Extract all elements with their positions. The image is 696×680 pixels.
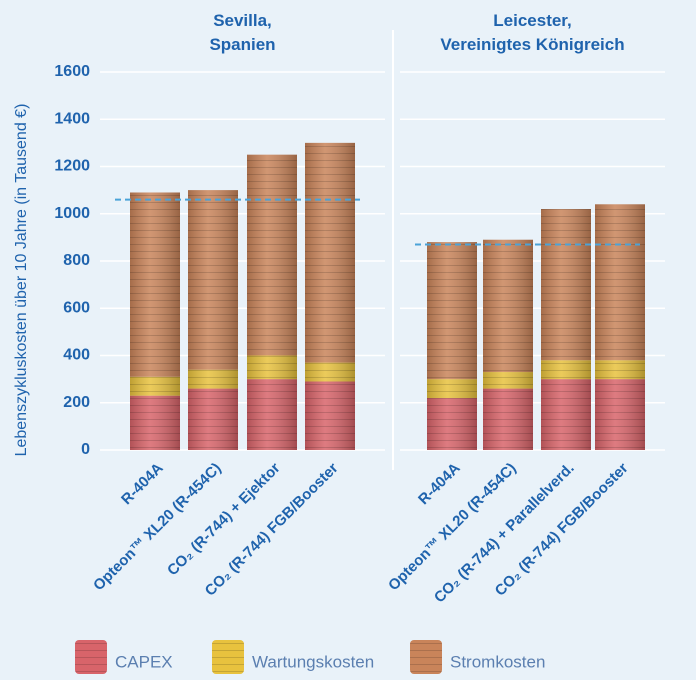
- bar-texture: [541, 379, 591, 450]
- y-tick-label: 1000: [54, 205, 90, 222]
- panel-title-line: Vereinigtes Königreich: [440, 35, 624, 54]
- coin-segment: [595, 204, 645, 360]
- y-tick-label: 200: [63, 394, 90, 411]
- y-tick-label: 1200: [54, 158, 90, 175]
- coin-segment: [188, 190, 238, 370]
- y-tick-label: 800: [63, 252, 90, 269]
- bar-texture: [427, 242, 477, 379]
- legend-swatch-texture: [410, 640, 442, 674]
- y-axis-label: Lebenszykluskosten über 10 Jahre (in Tau…: [13, 104, 30, 457]
- y-tick-label: 0: [81, 441, 90, 458]
- coin-segment: [305, 363, 355, 382]
- bar-texture: [483, 389, 533, 450]
- bar-texture: [541, 209, 591, 360]
- coin-segment: [427, 242, 477, 379]
- bar-texture: [188, 370, 238, 389]
- coin-segment: [188, 389, 238, 450]
- bar-texture: [247, 155, 297, 356]
- coin-segment: [595, 379, 645, 450]
- y-tick-label: 1600: [54, 63, 90, 80]
- coin-segment: [595, 360, 645, 379]
- coin-segment: [541, 360, 591, 379]
- legend-label: Stromkosten: [450, 652, 545, 671]
- chart: 0 200 400 600 800 1000 1200 1400 1600 Lebenszyklu…: [0, 0, 696, 680]
- coin-segment: [247, 379, 297, 450]
- bar-texture: [188, 389, 238, 450]
- panel-title-line: Sevilla,: [213, 11, 272, 30]
- y-tick-label: 400: [63, 347, 90, 364]
- bar-texture: [483, 240, 533, 372]
- bar-texture: [130, 396, 180, 450]
- coin-segment: [427, 379, 477, 398]
- coin-segment: [483, 240, 533, 372]
- bar-texture: [305, 381, 355, 450]
- legend-label: Wartungskosten: [252, 652, 374, 671]
- bar-texture: [595, 360, 645, 379]
- coin-segment: [427, 398, 477, 450]
- bar-texture: [247, 356, 297, 380]
- coin-segment: [188, 370, 238, 389]
- bar-texture: [541, 360, 591, 379]
- y-tick-label: 1400: [54, 110, 90, 127]
- bar-texture: [483, 372, 533, 389]
- bar-texture: [427, 379, 477, 398]
- coin-segment: [247, 356, 297, 380]
- coin-segment: [305, 381, 355, 450]
- panel-title-line: Spanien: [209, 35, 275, 54]
- coin-segment: [305, 143, 355, 363]
- bar-texture: [188, 190, 238, 370]
- coin-segment: [483, 372, 533, 389]
- coin-segment: [247, 155, 297, 356]
- legend-label: CAPEX: [115, 652, 173, 671]
- coin-segment: [130, 396, 180, 450]
- y-tick-label: 600: [63, 299, 90, 316]
- coin-segment: [483, 389, 533, 450]
- bar-texture: [305, 363, 355, 382]
- coin-segment: [130, 192, 180, 376]
- coin-segment: [130, 377, 180, 396]
- bar-texture: [305, 143, 355, 363]
- bar-texture: [130, 377, 180, 396]
- bar-texture: [247, 379, 297, 450]
- panel-title-line: Leicester,: [493, 11, 571, 30]
- legend-swatch-texture: [75, 640, 107, 674]
- bar-texture: [595, 379, 645, 450]
- coin-segment: [541, 209, 591, 360]
- bar-texture: [427, 398, 477, 450]
- bar-texture: [130, 192, 180, 376]
- coin-segment: [541, 379, 591, 450]
- bar-texture: [595, 204, 645, 360]
- legend-swatch-texture: [212, 640, 244, 674]
